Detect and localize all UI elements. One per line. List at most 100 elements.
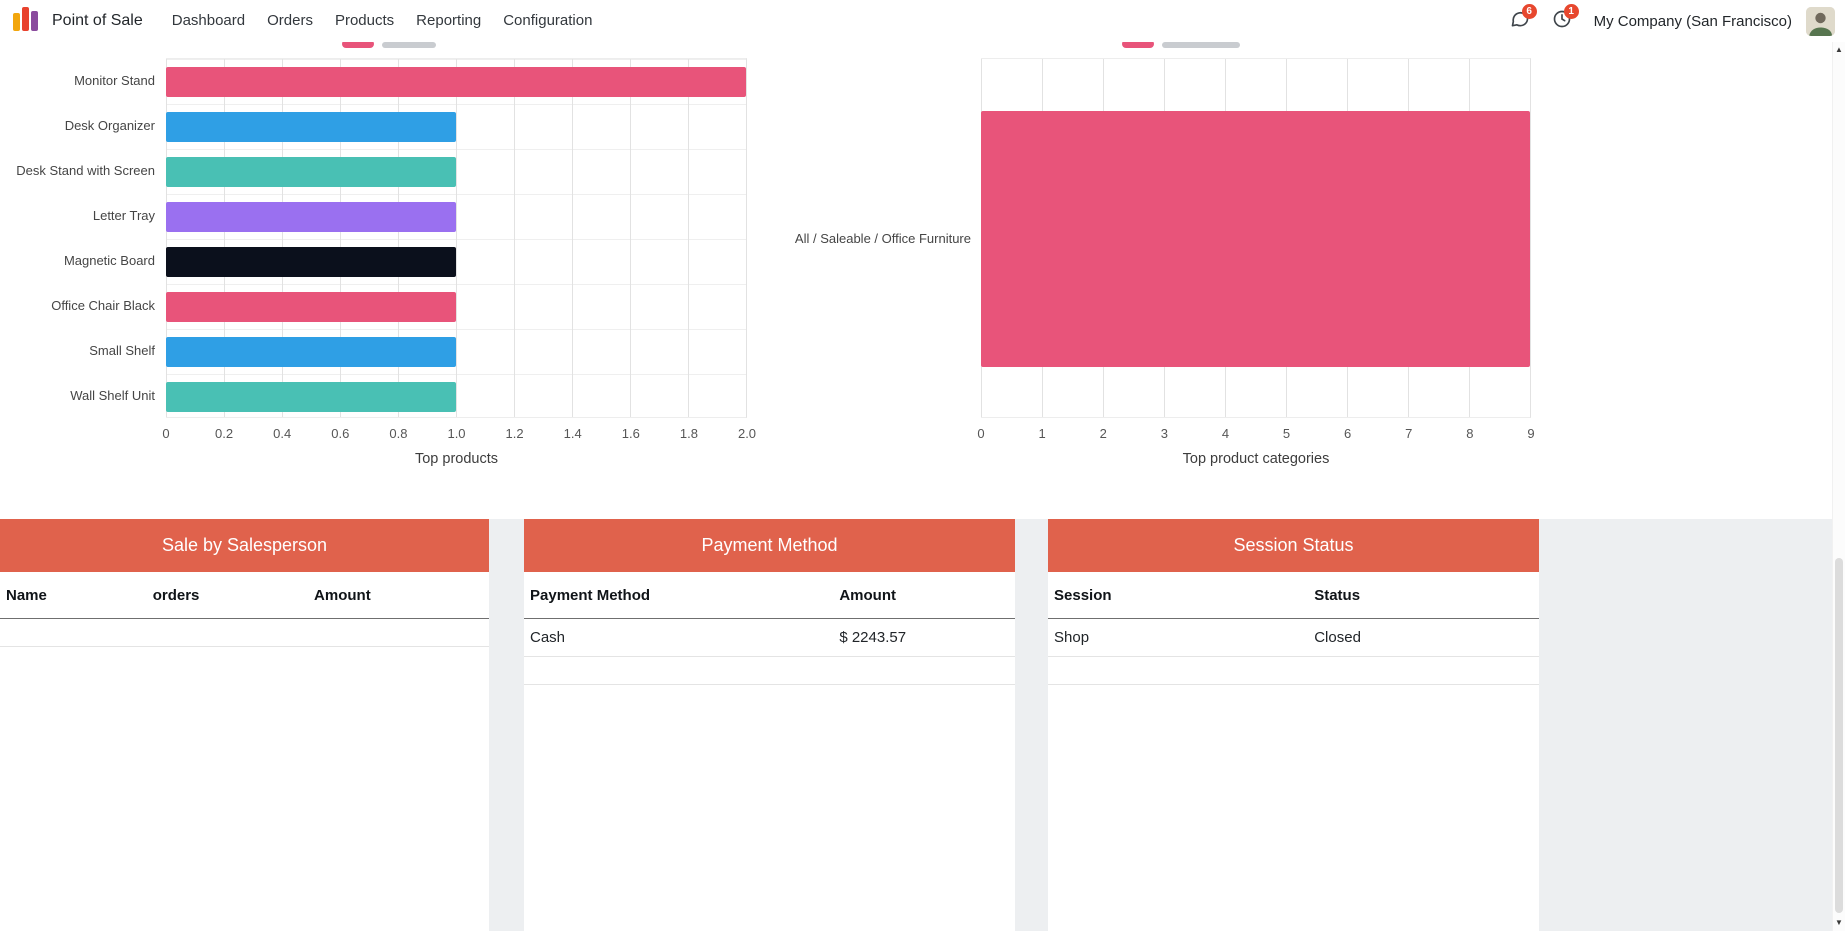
bar-magnetic-board[interactable] [166, 246, 456, 277]
brand[interactable]: Point of Sale [12, 6, 143, 37]
nav-item-reporting[interactable]: Reporting [416, 12, 482, 29]
column-header-amount: Amount [839, 586, 896, 604]
cell: Cash [530, 629, 566, 646]
empty-row [0, 619, 489, 647]
bar-all-saleable-office-furniture[interactable] [981, 111, 1530, 367]
bar-letter-tray[interactable] [166, 201, 456, 232]
panel-payment-method: Payment Method Payment Method Amount Cash $ … [524, 519, 1015, 931]
panel-title: Session Status [1048, 519, 1539, 572]
legend-label-cutoff [1162, 42, 1240, 48]
main-menu: Dashboard Orders Products Reporting Configur… [161, 0, 604, 42]
cell: Closed [1314, 629, 1361, 646]
vertical-scrollbar[interactable]: ▲ ▼ [1832, 42, 1845, 931]
nav-item-orders[interactable]: Orders [267, 12, 313, 29]
chart-row [166, 239, 746, 284]
chart-row [166, 104, 746, 149]
legend-label-cutoff [382, 42, 436, 48]
x-tick-label: 1.8 [679, 426, 698, 441]
chart-row [166, 59, 746, 104]
category-label-wall-shelf-unit: Wall Shelf Unit [70, 388, 155, 403]
panel-title: Sale by Salesperson [0, 519, 489, 572]
chart-row [166, 149, 746, 194]
x-tick-label: 8 [1466, 426, 1474, 441]
column-header-session: Session [1054, 586, 1112, 604]
category-label-all-saleable-office-furniture: All / Saleable / Office Furniture [794, 230, 971, 246]
bar-wall-shelf-unit[interactable] [166, 381, 456, 412]
category-label-magnetic-board: Magnetic Board [63, 253, 155, 268]
x-tick-label: 0 [162, 426, 170, 441]
x-tick-label: 0.2 [215, 426, 234, 441]
top-products-chart: Monitor Stand Desk Organizer Desk Stand wi… [0, 58, 756, 472]
table-header-row: Session Status [1048, 572, 1539, 619]
top-navbar: Point of Sale Dashboard Orders Products Rep… [0, 0, 1845, 42]
column-header-amount: Amount [314, 586, 371, 604]
nav-item-configuration[interactable]: Configuration [503, 12, 593, 29]
category-label-desk-organizer: Desk Organizer [64, 118, 155, 133]
x-tick-label: 1 [1038, 426, 1046, 441]
category-label-letter-tray: Letter Tray [92, 208, 155, 223]
activities-badge: 1 [1563, 4, 1579, 19]
app-title[interactable]: Point of Sale [52, 12, 143, 29]
scroll-down-arrow-icon[interactable]: ▼ [1835, 918, 1843, 927]
category-label-office-chair-black: Office Chair Black [51, 298, 155, 313]
chart-row [981, 59, 1530, 419]
panel-title: Payment Method [524, 519, 1015, 572]
category-label-desk-stand-with-screen: Desk Stand with Screen [16, 163, 155, 178]
plot-area [166, 58, 747, 418]
bar-office-chair-black[interactable] [166, 291, 456, 322]
x-axis: 0 0.2 0.4 0.6 0.8 1.0 1.2 1.4 1.6 1.8 2.0 [162, 426, 756, 442]
x-tick-label: 0.4 [273, 426, 292, 441]
bar-desk-organizer[interactable] [166, 111, 456, 142]
column-header-orders: orders [152, 586, 200, 604]
plot-area [981, 58, 1531, 418]
summary-panels: Sale by Salesperson Name orders Amount Payme… [0, 519, 1845, 931]
user-avatar[interactable] [1806, 6, 1835, 36]
category-axis: Monitor Stand Desk Organizer Desk Stand wi… [0, 58, 155, 418]
chart-row [166, 329, 746, 374]
table-header-row: Name orders Amount [0, 572, 489, 619]
x-tick-label: 1.0 [447, 426, 466, 441]
legend-swatch-icon [342, 40, 374, 48]
column-header-status: Status [1314, 586, 1361, 604]
chart-row [166, 194, 746, 239]
category-label-monitor-stand: Monitor Stand [74, 73, 155, 88]
chart-caption: Top products [414, 451, 499, 467]
empty-row [1048, 657, 1539, 685]
x-tick-label: 9 [1527, 426, 1535, 441]
bar-monitor-stand[interactable] [166, 66, 746, 97]
legend-swatch-icon [1122, 40, 1154, 48]
x-tick-label: 0 [977, 426, 985, 441]
x-axis: 0 1 2 3 4 5 6 7 8 9 [977, 426, 1535, 442]
cell: $ 2243.57 [839, 629, 907, 646]
company-switcher[interactable]: My Company (San Francisco) [1593, 12, 1792, 30]
bar-small-shelf[interactable] [166, 336, 456, 367]
x-tick-label: 7 [1405, 426, 1413, 441]
x-tick-label: 1.6 [621, 426, 640, 441]
nav-item-products[interactable]: Products [334, 12, 395, 29]
column-header-payment-method: Payment Method [530, 586, 651, 604]
chart-caption: Top product categories [1182, 451, 1330, 467]
x-tick-label: 2.0 [737, 426, 757, 441]
chart-row [166, 374, 746, 419]
column-header-name: Name [6, 586, 47, 604]
category-label-small-shelf: Small Shelf [89, 343, 155, 358]
scroll-up-arrow-icon[interactable]: ▲ [1835, 45, 1843, 54]
category-axis: All / Saleable / Office Furniture [760, 58, 971, 418]
nav-item-dashboard[interactable]: Dashboard [171, 12, 246, 29]
bar-desk-stand-with-screen[interactable] [166, 156, 456, 187]
table-header-row: Payment Method Amount [524, 572, 1015, 619]
panel-sale-by-salesperson: Sale by Salesperson Name orders Amount [0, 519, 489, 931]
x-tick-label: 0.8 [389, 426, 408, 441]
chat-bubble-icon [1510, 9, 1530, 34]
x-tick-label: 1.2 [505, 426, 524, 441]
empty-row [524, 657, 1015, 685]
top-product-categories-chart: All / Saleable / Office Furniture 0 1 2 3 4 5… [760, 58, 1535, 472]
x-tick-label: 2 [1099, 426, 1107, 441]
activities-button[interactable]: 1 [1544, 4, 1580, 38]
systray: 6 1 My Company (San Francisco) [1502, 4, 1835, 38]
top-categories-legend [1122, 40, 1240, 48]
apps-logo-icon[interactable] [12, 6, 42, 37]
messages-button[interactable]: 6 [1502, 4, 1538, 38]
top-products-legend [342, 40, 436, 48]
scrollbar-thumb[interactable] [1835, 557, 1843, 913]
